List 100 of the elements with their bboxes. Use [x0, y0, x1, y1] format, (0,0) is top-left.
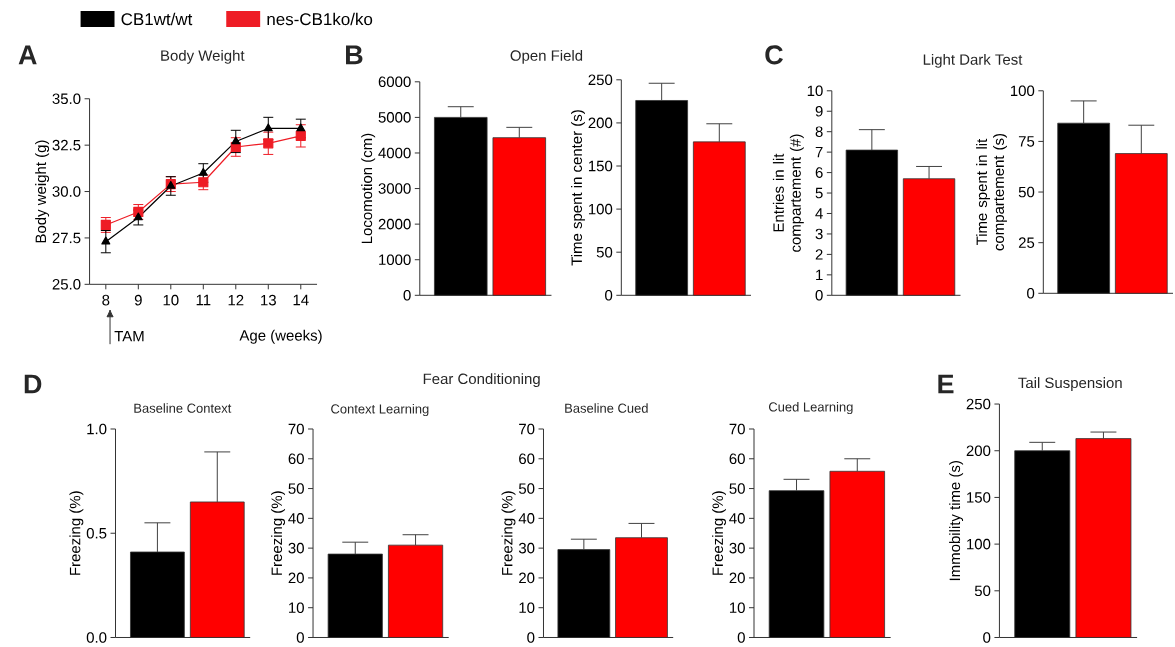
y-tick-label: 60 — [729, 453, 745, 464]
point — [263, 137, 274, 149]
y-tick-label: 70 — [519, 423, 535, 435]
y-tick-label: 5 — [815, 187, 823, 199]
y-tick-label: 150 — [967, 491, 991, 503]
y-tick-label: 50 — [596, 246, 613, 258]
y-tick-label: 0.5 — [86, 527, 107, 539]
y-tick-label: 27.5 — [52, 232, 81, 243]
y-axis-title: Freezing (%) — [501, 491, 516, 575]
y-tick-label: 200 — [966, 445, 991, 456]
x-tick-label: 14 — [293, 294, 309, 305]
y-axis-title: Freezing (%) — [712, 491, 726, 575]
point — [231, 136, 241, 145]
y-tick-label: 75 — [1018, 135, 1035, 147]
chart-title: Cued Learning — [768, 401, 853, 414]
chart-title: Tail Suspension — [1018, 376, 1122, 391]
y-tick-label: 70 — [288, 423, 304, 435]
y-tick-label: 6000 — [378, 76, 411, 87]
y-tick-label: 0 — [983, 631, 991, 643]
y-tick-label: 70 — [729, 423, 745, 435]
y-tick-label: 50 — [518, 483, 535, 494]
y-tick-label: 100 — [588, 203, 613, 215]
y-tick-label: 8 — [815, 126, 823, 137]
y-tick-label: 3 — [815, 228, 823, 239]
x-tick-label: 12 — [228, 294, 244, 306]
y-tick-label: 0 — [527, 631, 535, 643]
y-tick-label: 5000 — [378, 111, 411, 123]
x-tick-label: 9 — [134, 294, 142, 306]
y-tick-label: 25.0 — [52, 278, 81, 290]
text: E — [938, 374, 954, 394]
point — [295, 130, 306, 141]
y-tick-label: 30 — [729, 542, 745, 554]
y-axis-title: Freezing (%) — [271, 491, 286, 575]
y-tick-label: 100 — [1010, 85, 1035, 96]
point — [296, 123, 306, 132]
y-tick-label: 40 — [729, 512, 745, 524]
y-axis-title: Body weight (g) — [35, 140, 50, 243]
y-axis-title: Entries in lit compartement (#) — [772, 134, 804, 252]
y-axis-title: Time spent in center (s) — [571, 109, 585, 266]
y-tick-label: 30.0 — [52, 186, 81, 197]
y-axis-title: Time spent in lit compartement (s) — [976, 133, 1007, 251]
text: B — [346, 45, 363, 64]
y-tick-label: 50 — [288, 483, 304, 494]
y-tick-label: 32.5 — [52, 139, 81, 151]
y-axis-title: Immobility time (s) — [949, 460, 964, 580]
y-tick-label: 20 — [288, 572, 304, 583]
y-tick-label: 0 — [815, 289, 823, 301]
y-tick-label: 2 — [815, 248, 823, 260]
y-tick-label: 1.0 — [87, 423, 107, 435]
point — [133, 212, 143, 221]
y-tick-label: 0 — [296, 631, 304, 643]
chart-title: Baseline Cued — [565, 403, 648, 413]
text: A — [18, 45, 37, 64]
chart-title: Open Field — [510, 49, 583, 64]
y-tick-label: 4 — [815, 208, 823, 219]
y-tick-label: 250 — [588, 74, 613, 85]
chart-title: Baseline Context — [134, 403, 232, 413]
legend-label: nes-CB1ko/ko — [267, 12, 373, 25]
x-tick-label: 11 — [196, 294, 211, 305]
y-tick-label: 0.0 — [86, 631, 107, 643]
text: C — [765, 45, 783, 65]
y-tick-label: 250 — [966, 398, 991, 410]
x-axis-title: Age (weeks) — [239, 329, 322, 344]
y-tick-label: 35.0 — [52, 93, 81, 104]
y-tick-label: 50 — [1018, 186, 1035, 198]
y-tick-label: 10 — [519, 602, 535, 613]
x-tick-label: 13 — [261, 294, 276, 306]
y-tick-label: 3000 — [378, 183, 411, 194]
y-axis-title: Locomotion (cm) — [361, 133, 376, 243]
y-tick-label: 20 — [519, 572, 535, 583]
y-tick-label: 30 — [518, 542, 535, 554]
y-tick-label: 60 — [519, 453, 535, 464]
text: D — [24, 374, 42, 394]
y-tick-label: 0 — [605, 289, 613, 301]
y-tick-label: 9 — [815, 105, 823, 117]
y-tick-label: 4000 — [378, 147, 411, 159]
y-tick-label: 20 — [729, 572, 745, 583]
point — [263, 123, 273, 132]
chart-title: Context Learning — [331, 403, 429, 416]
legend-label: CB1wt/wt — [121, 12, 193, 25]
text: TAM — [114, 330, 144, 342]
point — [101, 236, 111, 245]
y-tick-label: 50 — [974, 585, 991, 596]
y-tick-label: 1000 — [379, 254, 411, 265]
y-tick-label: 40 — [518, 512, 535, 524]
y-tick-label: 7 — [815, 146, 823, 158]
text: Fear Conditioning — [423, 372, 540, 387]
chart-title: Body Weight — [161, 49, 245, 64]
y-tick-label: 100 — [967, 538, 991, 550]
point — [198, 167, 208, 176]
y-tick-label: 1 — [816, 269, 823, 280]
y-tick-label: 0 — [737, 631, 745, 643]
x-tick-label: 10 — [163, 294, 179, 306]
y-tick-label: 10 — [807, 85, 823, 96]
y-tick-label: 50 — [729, 483, 745, 494]
y-tick-label: 10 — [729, 602, 745, 613]
y-tick-label: 2000 — [378, 218, 411, 230]
y-tick-label: 150 — [588, 160, 613, 172]
y-tick-label: 0 — [403, 289, 411, 301]
y-tick-label: 0 — [1027, 287, 1035, 299]
